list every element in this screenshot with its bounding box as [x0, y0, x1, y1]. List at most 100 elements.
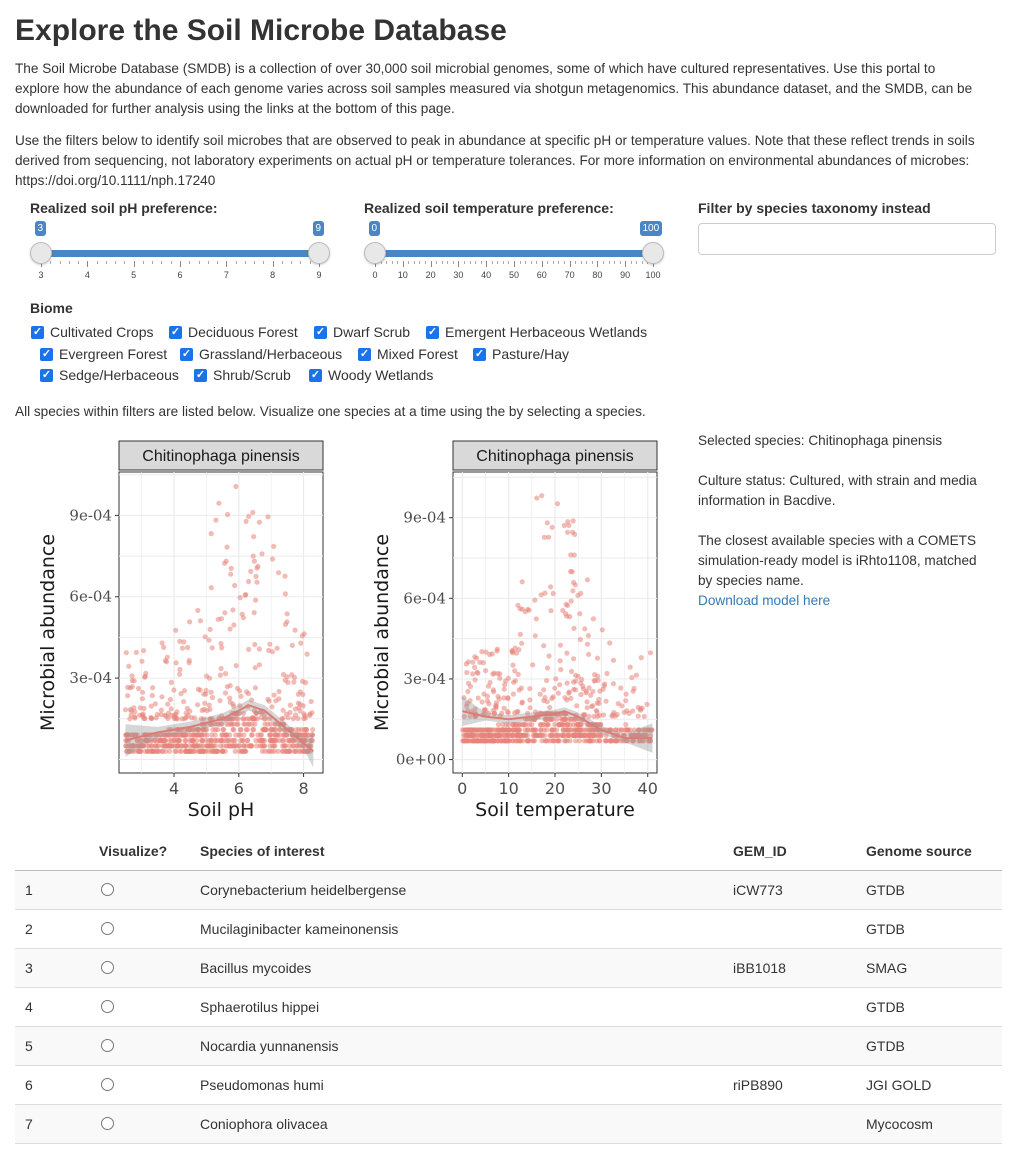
visualize-radio[interactable]	[101, 1078, 114, 1091]
data-point	[461, 695, 467, 701]
slider-low-handle[interactable]	[30, 242, 52, 264]
slider-high-handle[interactable]	[308, 242, 330, 264]
data-point	[190, 737, 196, 744]
culture-status-text: information in Bacdive.	[698, 493, 836, 508]
checkmark-icon: ✓	[358, 347, 371, 361]
data-point	[282, 573, 288, 579]
biome-checkbox[interactable]: ✓ Woody Wetlands	[309, 367, 433, 383]
table-row[interactable]: 3 Bacillus mycoides iBB1018 SMAG	[15, 949, 1002, 988]
data-point	[298, 640, 304, 646]
data-point	[562, 716, 568, 722]
data-point	[601, 683, 607, 689]
visualize-radio[interactable]	[101, 1039, 114, 1052]
col-header-species[interactable]: Species of interest	[200, 843, 325, 859]
table-row[interactable]: 1 Corynebacterium heidelbergense iCW773 GTD…	[15, 871, 1002, 910]
biome-checkbox[interactable]: ✓ Grassland/Herbaceous	[180, 346, 342, 362]
data-point	[644, 701, 650, 707]
biome-checkbox-label: Evergreen Forest	[59, 346, 168, 362]
data-point	[131, 705, 137, 711]
y-axis-label: Microbial abundance	[371, 534, 393, 731]
slider-tick-label: 9	[316, 270, 322, 280]
data-point	[204, 673, 210, 679]
data-point	[525, 606, 531, 612]
slider-tick-label: 90	[620, 270, 631, 280]
slider-high-handle[interactable]	[642, 242, 664, 264]
table-row[interactable]: 2 Mucilaginibacter kameinonensis GTDB	[15, 910, 1002, 949]
taxonomy-filter-input[interactable]	[698, 223, 996, 255]
data-point	[266, 647, 272, 653]
biome-checkbox-label: Mixed Forest	[377, 346, 458, 362]
data-point	[479, 699, 485, 705]
data-point	[521, 722, 528, 728]
data-point	[261, 743, 267, 749]
slider-tick-label: 8	[270, 270, 276, 280]
visualize-radio[interactable]	[101, 883, 114, 896]
gem-id-cell: iCW773	[733, 882, 783, 898]
data-point	[181, 699, 187, 705]
visualize-radio[interactable]	[101, 1000, 114, 1013]
col-header-visualize[interactable]: Visualize?	[99, 843, 168, 859]
data-point	[603, 732, 609, 738]
data-point	[610, 712, 616, 718]
download-model-link[interactable]: Download model here	[698, 593, 831, 608]
data-point	[597, 688, 603, 694]
data-point	[476, 727, 482, 733]
col-header-gem-id[interactable]: GEM_ID	[733, 843, 787, 859]
data-point	[630, 738, 636, 744]
data-point	[219, 645, 225, 651]
data-point	[212, 727, 219, 733]
visualize-radio[interactable]	[101, 922, 114, 935]
data-point	[217, 672, 223, 678]
data-point	[280, 707, 286, 713]
biome-checkbox[interactable]: ✓ Sedge/Herbaceous	[40, 367, 179, 383]
data-point	[534, 495, 540, 501]
data-point	[541, 534, 547, 540]
slider-tick	[170, 261, 172, 264]
selected-species-text: Selected species: Chitinophaga pinensis	[698, 433, 943, 448]
table-row[interactable]: 7 Coniophora olivacea Mycocosm	[15, 1105, 1002, 1144]
biome-checkbox[interactable]: ✓ Pasture/Hay	[473, 346, 569, 362]
col-header-genome-source[interactable]: Genome source	[866, 843, 972, 859]
data-point	[544, 520, 550, 526]
data-point	[638, 655, 644, 661]
table-row[interactable]: 6 Pseudomonas humi riPB890 JGI GOLD	[15, 1066, 1002, 1105]
visualize-radio[interactable]	[101, 1117, 114, 1130]
data-point	[222, 610, 228, 616]
x-tick-label: 30	[591, 779, 611, 798]
data-point	[186, 660, 192, 666]
slider-low-handle[interactable]	[364, 242, 386, 264]
genome-source-cell: SMAG	[866, 960, 908, 976]
data-point	[173, 748, 179, 754]
slider-tick	[309, 261, 311, 264]
biome-checkbox[interactable]: ✓ Dwarf Scrub	[314, 324, 410, 340]
data-point	[604, 670, 610, 677]
table-row[interactable]: 5 Nocardia yunnanensis GTDB	[15, 1027, 1002, 1066]
data-point	[217, 743, 224, 749]
data-point	[142, 715, 148, 722]
visualize-radio[interactable]	[101, 961, 114, 974]
data-point	[620, 738, 626, 744]
data-point	[465, 659, 471, 665]
biome-checkbox[interactable]: ✓ Shrub/Scrub	[194, 367, 291, 383]
data-point	[283, 748, 289, 754]
temp-range-slider[interactable]: 0 10 20 30 40 50 60 70 80 90 100 0 100	[364, 221, 664, 283]
biome-checkbox[interactable]: ✓ Evergreen Forest	[40, 346, 167, 362]
taxonomy-filter-label: Filter by species taxonomy instead	[698, 200, 931, 216]
slider-tick-label: 7	[223, 270, 229, 280]
biome-checkbox[interactable]: ✓ Cultivated Crops	[31, 324, 154, 340]
data-point	[275, 748, 281, 754]
slider-tick	[59, 261, 61, 264]
data-point	[269, 704, 275, 710]
table-row[interactable]: 4 Sphaerotilus hippei GTDB	[15, 988, 1002, 1027]
biome-checkbox[interactable]: ✓ Emergent Herbaceous Wetlands	[426, 324, 647, 340]
data-point	[227, 732, 233, 738]
data-point	[173, 627, 179, 633]
data-point	[539, 732, 545, 738]
facet-title: Chitinophaga pinensis	[142, 448, 299, 465]
data-point	[261, 727, 267, 733]
biome-checkbox[interactable]: ✓ Mixed Forest	[358, 346, 458, 362]
data-point	[546, 653, 552, 659]
ph-range-slider[interactable]: 3 4 5 6 7 8 9 3 9	[30, 221, 330, 283]
data-point	[501, 695, 507, 701]
biome-checkbox[interactable]: ✓ Deciduous Forest	[169, 324, 298, 340]
